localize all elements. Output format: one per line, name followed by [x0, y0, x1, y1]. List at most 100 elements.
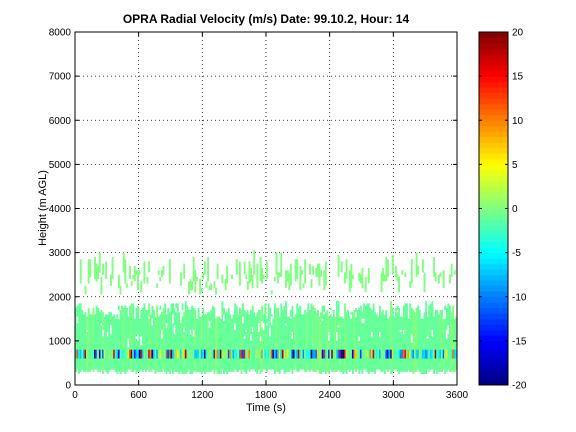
data-cell — [393, 349, 396, 359]
data-cell — [329, 349, 332, 359]
data-cell — [148, 349, 151, 359]
data-cell — [304, 259, 307, 284]
data-cell — [369, 349, 372, 359]
data-cell — [308, 349, 311, 359]
data-cell — [205, 314, 208, 372]
data-cell — [224, 279, 227, 291]
data-cell — [450, 349, 453, 359]
data-cell — [98, 312, 101, 372]
data-cell — [245, 349, 248, 359]
data-gap — [192, 329, 195, 337]
data-cell — [278, 316, 281, 374]
data-cell — [391, 307, 394, 372]
data-cell — [183, 312, 186, 374]
data-gap — [117, 309, 120, 319]
data-cell — [324, 261, 327, 286]
data-cell — [437, 349, 440, 359]
data-cell — [294, 259, 297, 282]
data-cell — [240, 349, 243, 359]
data-cell — [410, 259, 413, 284]
data-cell — [304, 349, 307, 359]
data-cell — [242, 349, 245, 359]
data-gap — [226, 305, 229, 313]
data-cell — [108, 312, 111, 372]
data-gap — [242, 316, 245, 324]
data-cell — [361, 312, 364, 374]
data-cell — [420, 318, 423, 374]
data-cell — [170, 349, 173, 359]
data-cell — [175, 303, 178, 372]
data-cell — [278, 272, 281, 277]
colorbar-strip — [479, 324, 508, 331]
colorbar-strip — [479, 103, 508, 110]
data-cell — [102, 263, 104, 275]
data-cell — [293, 349, 295, 359]
data-cell — [414, 312, 416, 372]
data-gap — [106, 332, 109, 337]
x-tick-label: 3000 — [382, 390, 405, 401]
data-cell — [191, 349, 194, 359]
data-gap — [173, 325, 176, 335]
y-tick-label: 1000 — [49, 336, 72, 347]
data-gap — [248, 305, 251, 315]
data-cell — [152, 309, 155, 370]
data-cell — [301, 349, 303, 359]
data-cell — [340, 261, 343, 273]
data-cell — [398, 349, 400, 359]
data-cell — [82, 349, 85, 359]
data-cell — [385, 309, 388, 370]
data-gap — [363, 318, 365, 324]
data-cell — [339, 316, 342, 372]
data-cell — [221, 274, 224, 284]
data-cell — [189, 279, 192, 291]
data-cell — [267, 349, 270, 359]
data-cell — [415, 307, 418, 372]
data-cell — [135, 349, 138, 359]
data-cell — [398, 307, 400, 374]
data-gap — [291, 332, 294, 339]
data-gap — [396, 309, 399, 313]
data-cell — [332, 309, 335, 372]
data-cell — [326, 309, 329, 372]
data-gap — [426, 336, 429, 339]
data-cell — [269, 307, 272, 370]
data-cell — [215, 349, 217, 359]
data-cell — [89, 259, 92, 277]
colorbar-tick-label: 0 — [512, 204, 518, 215]
data-cell — [277, 272, 280, 284]
data-cell — [216, 316, 219, 374]
data-cell — [407, 349, 410, 359]
data-cell — [122, 252, 125, 273]
colorbar-strip — [479, 59, 508, 66]
x-tick-label: 1200 — [191, 390, 214, 401]
data-cell — [178, 312, 181, 374]
data-gap — [455, 312, 458, 317]
data-cell — [127, 349, 130, 359]
data-cell — [167, 307, 170, 372]
data-cell — [447, 303, 450, 370]
data-cell — [132, 349, 135, 359]
data-cell — [94, 349, 96, 359]
data-cell — [450, 312, 453, 372]
data-cell — [390, 349, 393, 359]
data-cell — [84, 312, 87, 372]
data-gap — [208, 321, 211, 328]
y-tick-label: 2000 — [49, 292, 72, 303]
data-cell — [191, 305, 194, 374]
data-cell — [133, 349, 136, 359]
colorbar-strip — [479, 296, 508, 303]
data-cell — [297, 307, 300, 372]
colorbar-strip — [479, 219, 508, 226]
data-cell — [359, 305, 362, 370]
colorbar-tick-label: 5 — [512, 160, 518, 171]
data-cell — [402, 349, 405, 359]
data-cell — [238, 261, 241, 286]
data-gap — [444, 309, 447, 319]
data-cell — [205, 281, 208, 288]
data-cell — [353, 309, 356, 370]
data-cell — [434, 309, 437, 370]
data-cell — [273, 303, 276, 374]
data-cell — [307, 349, 310, 359]
data-cell — [223, 307, 225, 374]
data-gap — [356, 307, 359, 310]
